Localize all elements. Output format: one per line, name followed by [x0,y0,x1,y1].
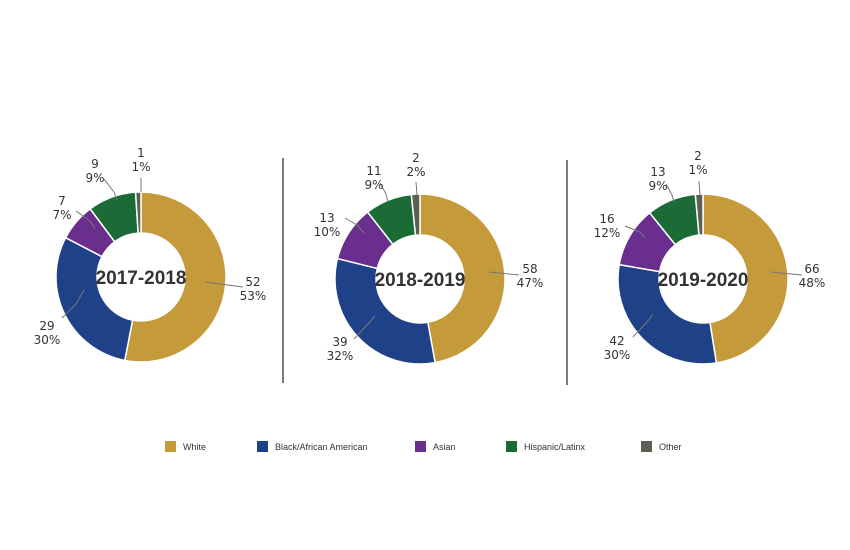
slice-value-label: 58 [522,262,537,276]
slice-value-label: 16 [599,212,614,226]
donut-slice-white [419,193,506,364]
legend-swatch [165,441,176,452]
leader-line [61,289,85,319]
slice-percent-label: 12% [594,226,621,240]
donut-center-label: 2017-2018 [96,268,187,289]
donut-slice-black-african-american [334,257,436,365]
slice-percent-label: 7% [52,208,71,222]
slice-value-label: 13 [319,211,334,225]
donut-slice-white [123,191,227,363]
legend-item-other: Other [641,441,682,452]
donut-slice-white [702,193,789,364]
slice-percent-label: 30% [34,333,61,347]
legend-label: White [183,442,206,452]
legend-label: Other [659,442,682,452]
legend: White Black/African American Asian Hispanic… [165,441,682,452]
donut-slice-other [410,193,421,237]
leader-line [103,178,118,201]
legend-label: Black/African American [275,442,368,452]
slice-percent-label: 2% [406,165,425,179]
leader-line [379,182,389,203]
slice-value-label: 2 [412,151,420,165]
charts-group: 2017-2018 5253%2930%77%99%11%2018-2019584… [34,146,826,365]
leader-line [344,217,365,234]
legend-item-white: White [165,441,206,452]
slice-value-label: 9 [91,157,99,171]
donut-slice-other [134,191,142,234]
slice-percent-label: 9% [85,171,104,185]
slice-percent-label: 32% [327,349,354,363]
legend-item-asian: Asian [415,441,456,452]
slice-percent-label: 53% [240,289,267,303]
donut-slice-black-african-american [55,236,134,362]
slice-percent-label: 30% [604,348,631,362]
slice-percent-label: 9% [364,178,383,192]
leader-line [75,210,96,230]
donut-center-label: 2019-2020 [658,270,749,291]
legend-item-black-african-american: Black/African American [257,441,368,452]
slice-value-label: 42 [609,334,624,348]
slice-value-label: 29 [39,319,54,333]
slice-percent-label: 1% [688,163,707,177]
slice-value-label: 7 [58,194,66,208]
slice-value-label: 13 [650,165,665,179]
slice-value-label: 66 [804,262,819,276]
legend-label: Hispanic/Latinx [524,442,586,452]
slice-percent-label: 10% [314,225,341,239]
legend-swatch [506,441,517,452]
legend-swatch [415,441,426,452]
leader-line [624,225,646,239]
slice-value-label: 39 [332,335,347,349]
leader-line [353,315,376,340]
slice-percent-label: 48% [799,276,826,290]
legend-item-hispanic-latinx: Hispanic/Latinx [506,441,586,452]
slice-value-label: 11 [366,164,381,178]
leader-line [415,181,418,196]
legend-label: Asian [433,442,456,452]
slice-value-label: 1 [137,146,145,160]
slice-percent-label: 1% [131,160,150,174]
slice-value-label: 52 [245,275,260,289]
donut-center-label: 2018-2019 [375,270,466,291]
slice-value-label: 2 [694,149,702,163]
leader-line [632,313,654,338]
legend-swatch [641,441,652,452]
leader-line [698,180,701,196]
slice-percent-label: 9% [648,179,667,193]
leader-line [488,271,520,276]
donut-slice-black-african-american [617,263,718,365]
donut-slice-other [694,193,704,236]
leader-line [204,281,244,288]
slice-percent-label: 47% [517,276,544,290]
leader-line [665,183,675,203]
leader-line [770,271,803,276]
legend-swatch [257,441,268,452]
